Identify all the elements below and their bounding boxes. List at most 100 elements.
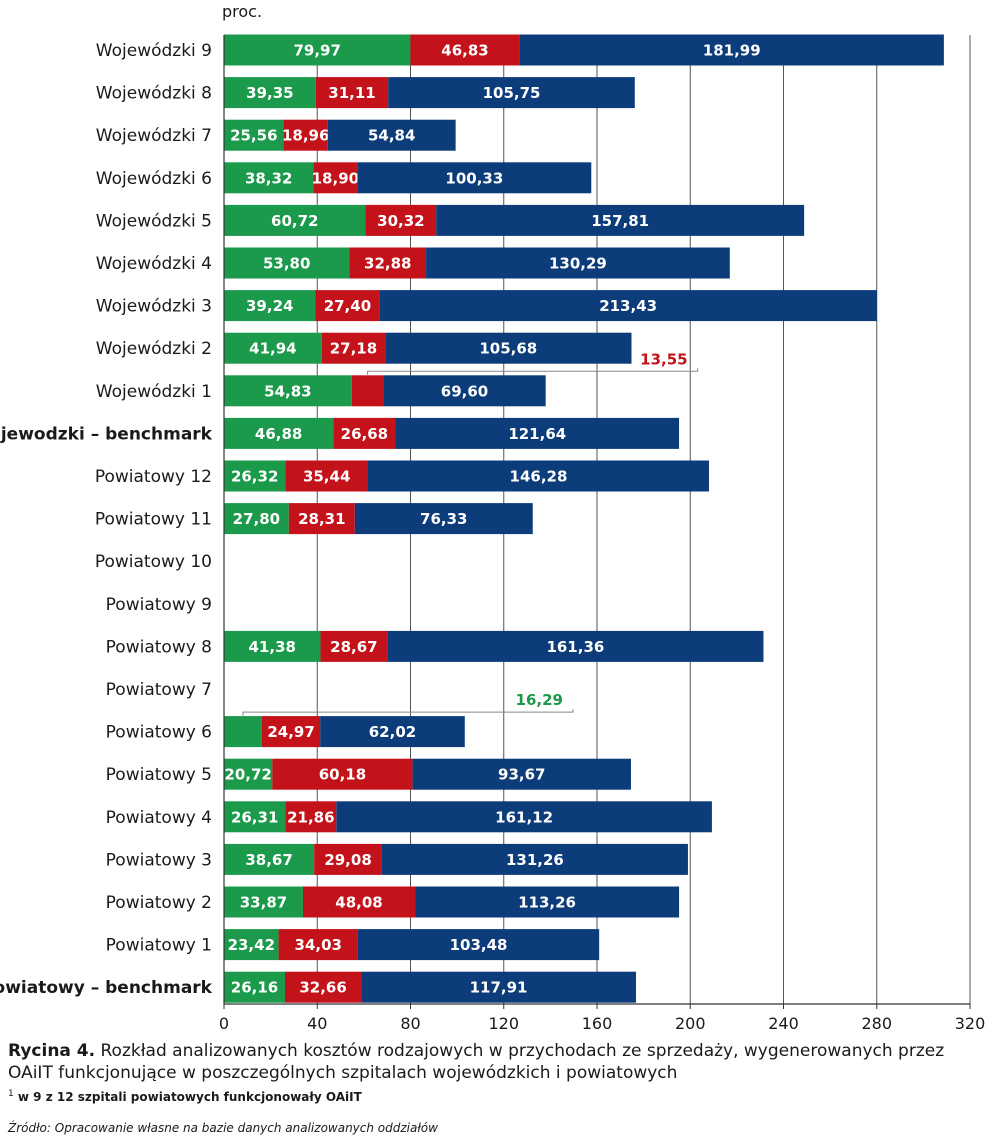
category-label: Wojewódzki 6 bbox=[96, 169, 212, 189]
bar-segment bbox=[224, 34, 411, 66]
x-tick-label: 240 bbox=[768, 1014, 799, 1033]
bar-segment bbox=[383, 375, 546, 407]
bar-value-label: 26,32 bbox=[231, 468, 278, 486]
bar-value-label: 105,68 bbox=[479, 340, 537, 358]
bar-value-label: 41,94 bbox=[249, 340, 296, 358]
bar-value-label: 34,03 bbox=[295, 936, 342, 954]
bar-segment bbox=[224, 204, 366, 236]
bar-value-label: 121,64 bbox=[508, 425, 566, 443]
category-label: Powiatowy 4 bbox=[106, 808, 212, 828]
category-label: Powiatowy 6 bbox=[106, 723, 212, 743]
bar-value-label: 93,67 bbox=[498, 766, 545, 784]
bar-segment bbox=[415, 886, 680, 918]
category-labels: Wojewódzki 9 Wojewódzki 8 Wojewódzki 7 Woje… bbox=[0, 41, 213, 998]
bar-segment bbox=[224, 119, 284, 151]
bar-value-label: 105,75 bbox=[483, 84, 541, 102]
bar-value-label: 32,88 bbox=[364, 255, 411, 273]
bar-segment bbox=[224, 716, 262, 748]
bar-segment bbox=[365, 204, 437, 236]
bar-segment bbox=[327, 119, 456, 151]
bar-value-label: 46,83 bbox=[441, 42, 488, 60]
bar-segment bbox=[224, 758, 273, 790]
bar-segment bbox=[224, 77, 316, 109]
bar-segment bbox=[410, 34, 520, 66]
bar-value-label: 26,16 bbox=[231, 979, 278, 997]
bar-value-label: 157,81 bbox=[591, 212, 649, 230]
category-label: Wojewódzki 4 bbox=[96, 254, 212, 274]
bar-value-label: 32,66 bbox=[299, 979, 346, 997]
bar-segment bbox=[224, 801, 286, 833]
x-axis: 0 40 80 120 160 200 240 280 320 bbox=[219, 35, 985, 1033]
callout-value-label: 13,55 bbox=[640, 350, 687, 368]
category-label: Wojewódzki 5 bbox=[96, 211, 212, 231]
category-label: Powiatowy 5 bbox=[106, 765, 212, 785]
footnote-mark: 1 bbox=[8, 1089, 14, 1099]
callout-value-label: 16,29 bbox=[516, 691, 563, 709]
bar-segment bbox=[436, 204, 805, 236]
bar-value-label: 27,80 bbox=[233, 510, 280, 528]
bar-segment bbox=[261, 716, 321, 748]
bar-value-label: 39,24 bbox=[246, 297, 293, 315]
bar-value-label: 117,91 bbox=[470, 979, 528, 997]
category-label: Powiatowy 8 bbox=[106, 637, 212, 657]
bar-value-label: 39,35 bbox=[246, 84, 293, 102]
bar-value-label: 21,86 bbox=[287, 808, 334, 826]
bar-segment bbox=[285, 801, 337, 833]
bar-segment bbox=[387, 630, 764, 662]
bar-segment bbox=[349, 247, 427, 279]
bar-value-label: 28,31 bbox=[298, 510, 345, 528]
bar-value-label: 46,88 bbox=[255, 425, 302, 443]
category-label: Powiatowy – benchmark bbox=[0, 978, 213, 998]
bar-segment bbox=[224, 162, 314, 194]
figure-caption: Rycina 4. Rozkład analizowanych kosztów … bbox=[8, 1040, 993, 1084]
bar-segment bbox=[388, 77, 635, 109]
bar-segment bbox=[379, 290, 877, 322]
caption-label: Rycina 4. bbox=[8, 1041, 96, 1061]
bar-segment bbox=[302, 886, 416, 918]
bar-value-label: 131,26 bbox=[506, 851, 564, 869]
bar-value-label: 76,33 bbox=[420, 510, 467, 528]
category-label: Wojewódzki 8 bbox=[96, 84, 212, 104]
category-label: Wojewódzki 2 bbox=[96, 339, 212, 359]
bar-value-label: 31,11 bbox=[328, 84, 375, 102]
category-label: Powiatowy 7 bbox=[106, 680, 212, 700]
bar-segment bbox=[224, 460, 286, 492]
bar-segment bbox=[272, 758, 413, 790]
bar-value-label: 27,18 bbox=[330, 340, 377, 358]
caption-text: Rozkład analizowanych kosztów rodzajowyc… bbox=[8, 1041, 945, 1083]
bar-segment bbox=[381, 843, 688, 875]
bar-segment bbox=[283, 119, 328, 151]
bar-value-label: 48,08 bbox=[335, 894, 382, 912]
category-label: Wojewódzki 1 bbox=[96, 382, 212, 402]
bar-segment bbox=[224, 843, 315, 875]
bar-segment bbox=[224, 375, 352, 407]
callout-line bbox=[367, 368, 699, 377]
category-label: Wojewódzki 9 bbox=[96, 41, 212, 61]
bar-segment bbox=[320, 716, 465, 748]
category-label: Wojewódzki 3 bbox=[96, 297, 212, 317]
bar-segment bbox=[351, 375, 384, 407]
bar-segment bbox=[224, 247, 350, 279]
bar-value-label: 20,72 bbox=[224, 766, 271, 784]
x-tick-label: 120 bbox=[488, 1014, 519, 1033]
bar-value-label: 161,36 bbox=[546, 638, 604, 656]
bar-segment bbox=[288, 503, 355, 535]
bar-segment bbox=[519, 34, 944, 66]
bar-value-label: 181,99 bbox=[703, 42, 761, 60]
bar-value-label: 60,72 bbox=[271, 212, 318, 230]
bar-value-label: 33,87 bbox=[240, 894, 287, 912]
bar-segment bbox=[224, 630, 321, 662]
bar-value-label: 26,68 bbox=[341, 425, 388, 443]
bar-value-label: 30,32 bbox=[377, 212, 424, 230]
bar-value-label: 213,43 bbox=[599, 297, 657, 315]
bar-segment bbox=[333, 417, 396, 449]
bar-segment bbox=[314, 843, 382, 875]
category-label: Wojewódzki 7 bbox=[96, 126, 212, 146]
bar-value-label: 24,97 bbox=[267, 723, 314, 741]
bar-value-label: 26,31 bbox=[231, 808, 278, 826]
bar-value-label: 41,38 bbox=[249, 638, 296, 656]
callout-line bbox=[242, 709, 574, 718]
bar-value-label: 60,18 bbox=[319, 766, 366, 784]
bar-segment bbox=[224, 417, 334, 449]
category-label: Powiatowy 11 bbox=[95, 510, 212, 530]
